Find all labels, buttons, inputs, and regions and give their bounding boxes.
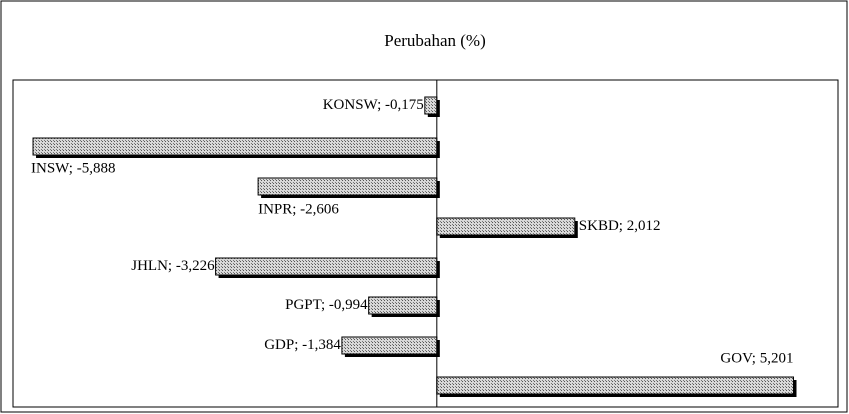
data-label: SKBD; 2,012 xyxy=(579,218,661,234)
chart-title: Perubahan (%) xyxy=(384,31,486,50)
bar xyxy=(215,257,438,276)
data-label: PGPT; -0,994 xyxy=(285,297,368,313)
bar xyxy=(436,217,576,236)
data-label: KONSW; -0,175 xyxy=(323,97,424,113)
bar xyxy=(436,376,794,395)
data-label: GOV; 5,201 xyxy=(720,350,793,366)
bar xyxy=(368,296,438,315)
bar xyxy=(257,177,438,196)
data-label: JHLN; -3,226 xyxy=(131,258,215,274)
data-label: GDP; -1,384 xyxy=(264,337,341,353)
bar xyxy=(424,96,438,115)
bar xyxy=(32,137,438,156)
data-label: INSW; -5,888 xyxy=(31,160,115,176)
plot-frame xyxy=(12,79,839,408)
data-label: INPR; -2,606 xyxy=(258,201,339,217)
bar xyxy=(341,336,438,355)
